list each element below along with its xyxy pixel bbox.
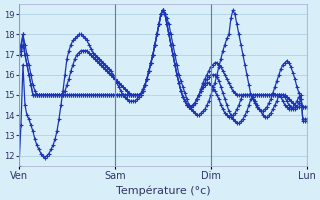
X-axis label: Température (°c): Température (°c) — [116, 185, 210, 196]
